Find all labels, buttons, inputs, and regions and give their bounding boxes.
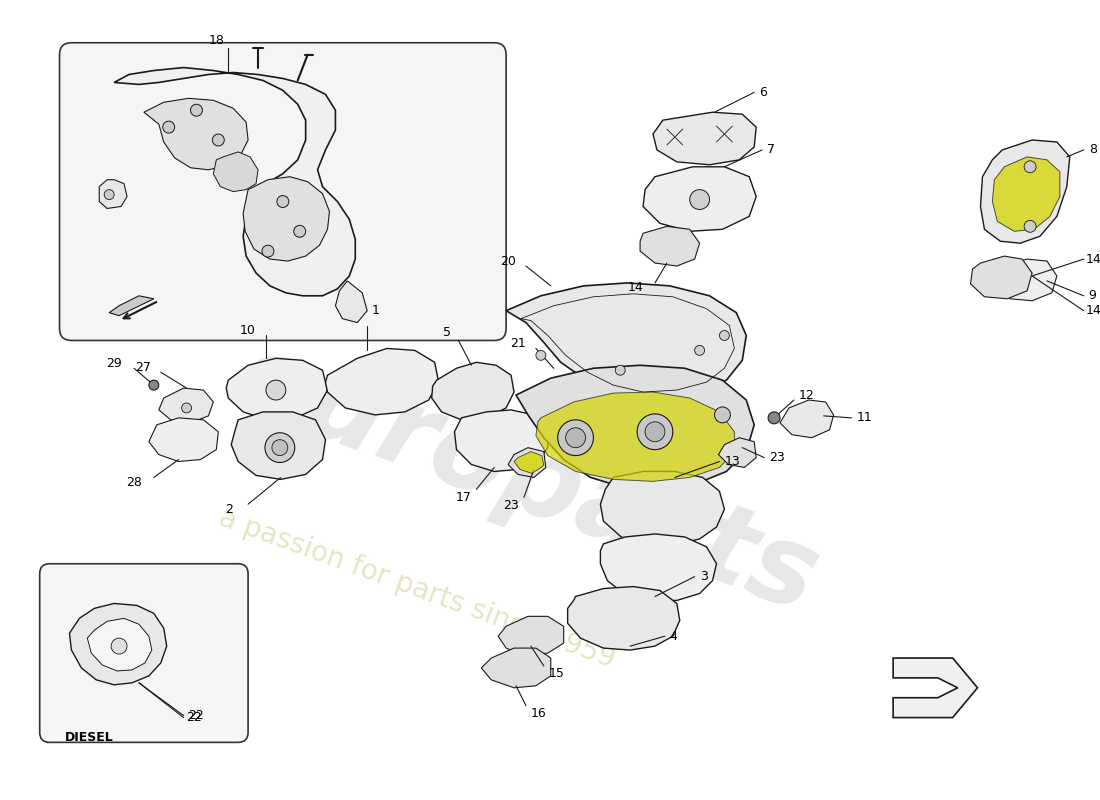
Text: 12: 12 — [799, 389, 815, 402]
Text: 1: 1 — [372, 304, 379, 317]
Polygon shape — [99, 180, 127, 209]
Circle shape — [111, 638, 126, 654]
Text: 4: 4 — [670, 630, 678, 642]
Polygon shape — [109, 296, 154, 316]
Circle shape — [294, 226, 306, 238]
Text: 16: 16 — [531, 707, 547, 720]
Polygon shape — [970, 256, 1032, 298]
Text: 22: 22 — [187, 711, 202, 724]
Circle shape — [719, 330, 729, 341]
Polygon shape — [336, 281, 367, 322]
Circle shape — [565, 428, 585, 448]
Circle shape — [695, 346, 705, 355]
Polygon shape — [653, 112, 756, 165]
Circle shape — [182, 403, 191, 413]
Polygon shape — [514, 452, 543, 474]
Circle shape — [265, 433, 295, 462]
Polygon shape — [231, 412, 326, 479]
Polygon shape — [158, 388, 213, 423]
Polygon shape — [148, 418, 218, 462]
Circle shape — [536, 350, 546, 360]
Polygon shape — [780, 400, 834, 438]
Text: 10: 10 — [240, 324, 256, 337]
Text: 23: 23 — [504, 498, 519, 512]
Circle shape — [715, 407, 730, 423]
Text: 8: 8 — [1089, 143, 1097, 157]
Polygon shape — [644, 166, 756, 231]
Text: 14: 14 — [627, 282, 644, 294]
Polygon shape — [114, 67, 355, 296]
Circle shape — [148, 380, 158, 390]
Text: 6: 6 — [759, 86, 767, 99]
Text: 29: 29 — [107, 357, 122, 370]
Text: 14: 14 — [1086, 253, 1100, 266]
Circle shape — [266, 380, 286, 400]
Text: 20: 20 — [500, 254, 516, 267]
Polygon shape — [718, 438, 756, 467]
Text: 22: 22 — [188, 709, 205, 722]
Polygon shape — [516, 366, 755, 490]
Polygon shape — [144, 98, 249, 170]
Polygon shape — [640, 226, 700, 266]
Text: 28: 28 — [126, 476, 142, 489]
Polygon shape — [431, 362, 514, 420]
Polygon shape — [992, 157, 1060, 231]
Polygon shape — [69, 603, 167, 685]
Polygon shape — [454, 410, 548, 471]
Circle shape — [272, 440, 288, 455]
Text: 21: 21 — [510, 337, 526, 350]
Text: europarts: europarts — [219, 324, 833, 634]
Polygon shape — [601, 534, 716, 601]
Polygon shape — [568, 586, 680, 650]
Polygon shape — [998, 259, 1057, 301]
Polygon shape — [508, 448, 546, 478]
Polygon shape — [482, 648, 551, 688]
Circle shape — [1024, 161, 1036, 173]
Polygon shape — [243, 177, 330, 261]
Text: DIESEL: DIESEL — [65, 731, 113, 744]
Text: 7: 7 — [767, 143, 775, 157]
Circle shape — [645, 422, 664, 442]
Circle shape — [190, 104, 202, 116]
FancyBboxPatch shape — [59, 42, 506, 341]
Circle shape — [277, 195, 289, 207]
Text: 14: 14 — [1086, 304, 1100, 317]
Circle shape — [615, 366, 625, 375]
Polygon shape — [213, 152, 258, 191]
Text: 15: 15 — [549, 667, 564, 680]
Polygon shape — [601, 471, 725, 545]
Text: 2: 2 — [226, 502, 233, 516]
Text: 11: 11 — [857, 411, 872, 424]
Text: 18: 18 — [208, 34, 224, 47]
Text: 13: 13 — [725, 455, 740, 468]
Circle shape — [690, 190, 710, 210]
Circle shape — [212, 134, 224, 146]
Text: 5: 5 — [442, 326, 451, 339]
Circle shape — [104, 190, 114, 199]
Circle shape — [558, 420, 593, 455]
Polygon shape — [227, 358, 328, 420]
Polygon shape — [506, 283, 746, 398]
Text: 23: 23 — [769, 451, 784, 464]
Text: a passion for parts since 1959: a passion for parts since 1959 — [214, 504, 619, 674]
Polygon shape — [498, 616, 563, 656]
Polygon shape — [980, 140, 1070, 243]
Circle shape — [163, 121, 175, 133]
Circle shape — [262, 245, 274, 257]
Circle shape — [768, 412, 780, 424]
Polygon shape — [536, 392, 735, 482]
Text: 27: 27 — [135, 361, 151, 374]
Text: 9: 9 — [1089, 290, 1097, 302]
Circle shape — [1024, 220, 1036, 232]
Circle shape — [637, 414, 673, 450]
FancyBboxPatch shape — [40, 564, 249, 742]
Polygon shape — [87, 618, 152, 671]
Text: 17: 17 — [455, 490, 472, 504]
Text: 3: 3 — [700, 570, 707, 583]
Polygon shape — [326, 348, 439, 415]
Polygon shape — [893, 658, 978, 718]
